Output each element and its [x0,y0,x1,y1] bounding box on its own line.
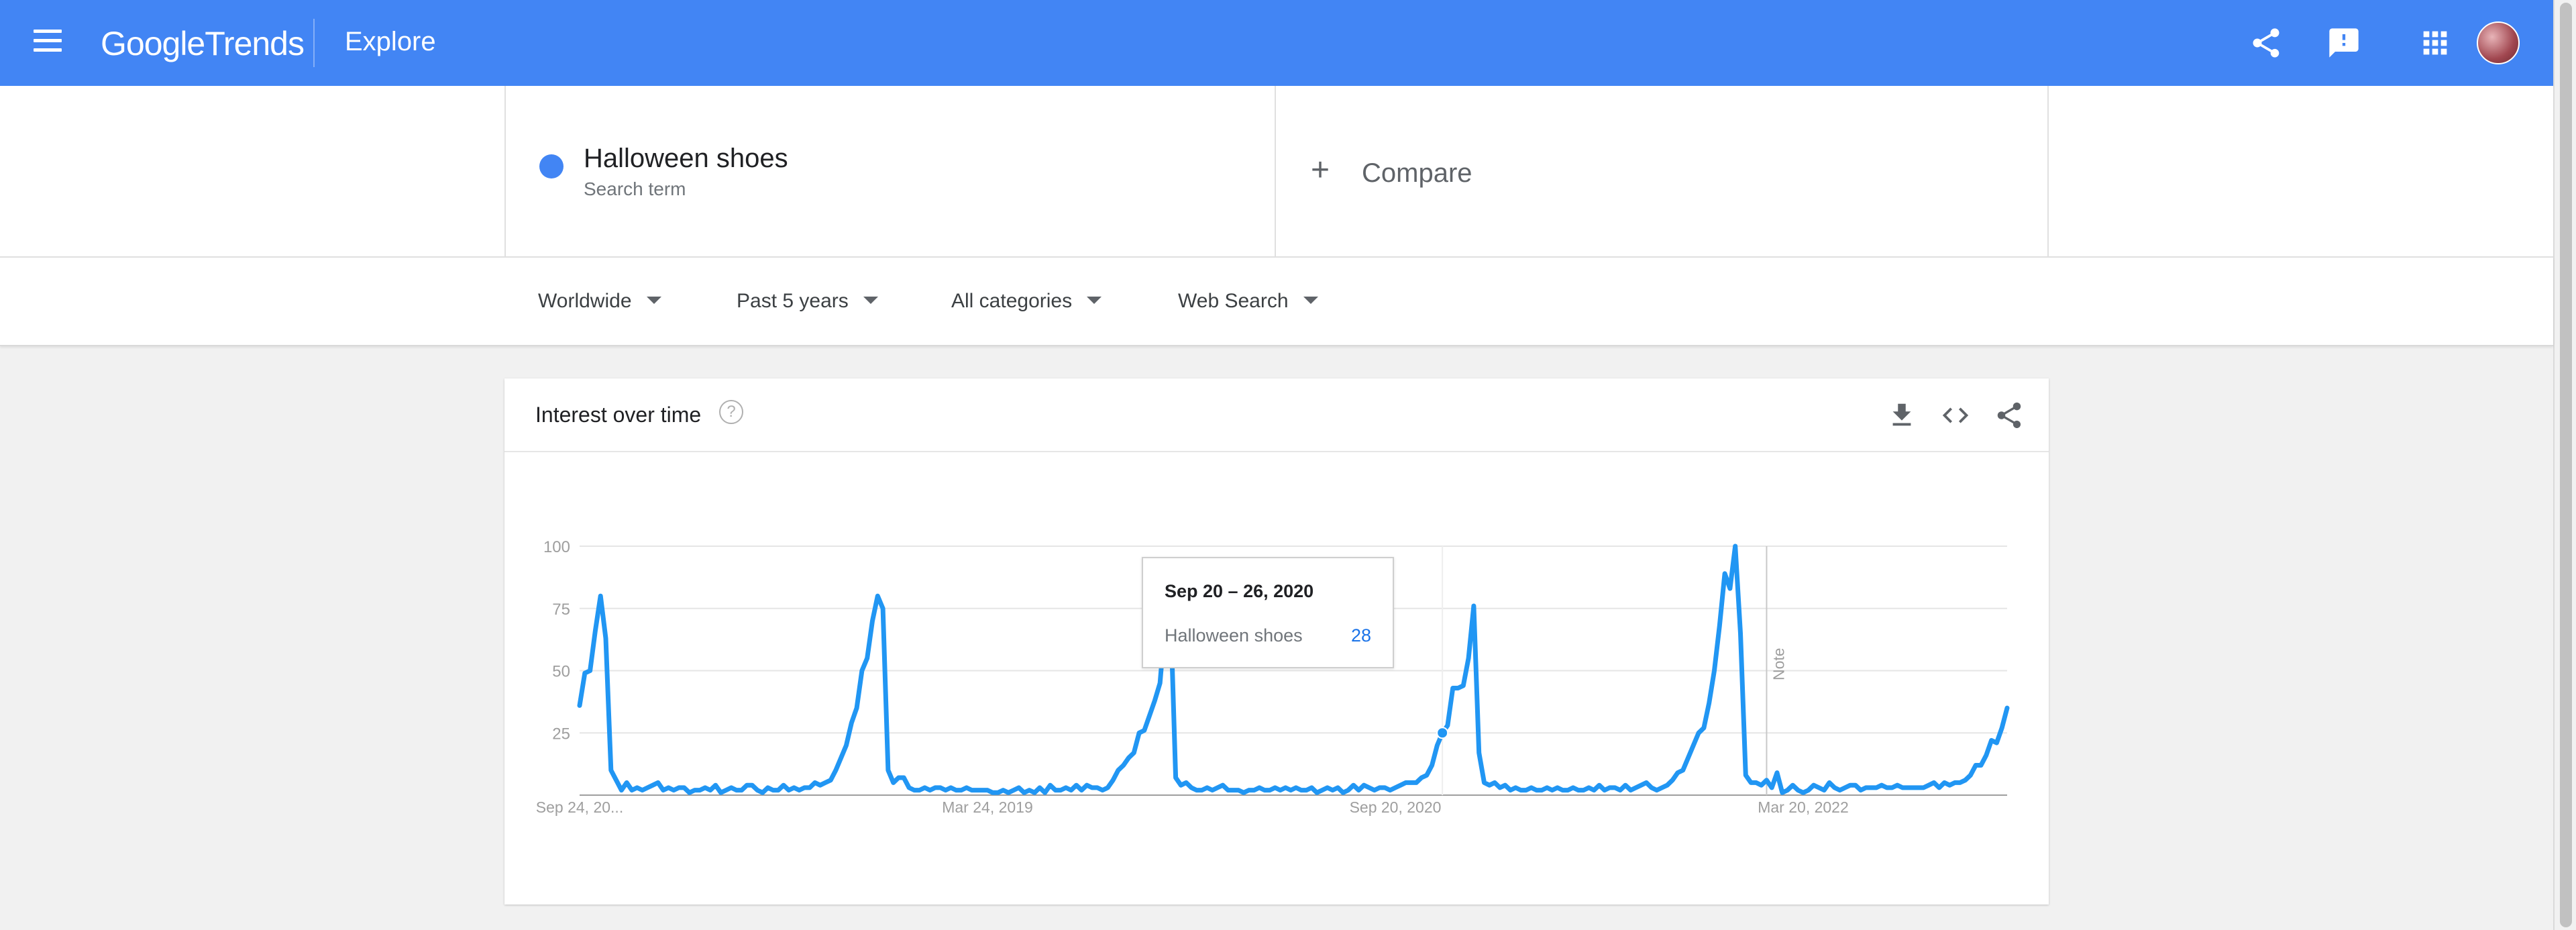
logo-google-text: Google [101,25,205,62]
tooltip-term: Halloween shoes [1165,625,1303,645]
chart-tooltip: Sep 20 – 26, 2020 Halloween shoes 28 [1142,557,1394,668]
time-filter-dropdown[interactable]: Past 5 years [737,290,878,313]
card-header: Interest over time ? [504,378,2049,452]
property-filter-label: Web Search [1178,290,1289,312]
caret-down-icon [1087,296,1102,304]
feedback-icon[interactable] [2326,25,2361,60]
header-divider [313,19,315,67]
interest-line-chart[interactable]: 100 75 50 25 Sep 24, 20... Mar 24, 2019 Sep 2… [504,452,2049,905]
logo-trends-text: Trends [205,25,305,62]
compare-button[interactable]: + Compare [1276,86,2049,258]
caret-down-icon [1303,296,1318,304]
embed-code-icon[interactable] [1940,400,1971,431]
y-tick-label: 50 [552,663,570,681]
account-avatar[interactable] [2477,21,2520,64]
google-trends-logo[interactable]: GoogleTrends [101,24,305,63]
share-icon[interactable] [2249,25,2284,60]
x-tick-label: Sep 24, 20... [536,798,623,816]
search-term-card[interactable]: Halloween shoes Search term [504,86,1276,258]
search-term-band: Halloween shoes Search term + Compare [0,86,2553,258]
series-line-halloween-shoes [577,544,2010,795]
filter-bar: Worldwide Past 5 years All categories We… [0,258,2553,346]
caret-down-icon [863,296,878,304]
page-scrollbar[interactable] [2553,0,2576,930]
tooltip-date: Sep 20 – 26, 2020 [1165,581,1314,601]
region-filter-dropdown[interactable]: Worldwide [538,290,661,313]
share-icon[interactable] [1994,400,2025,431]
x-tick-label: Sep 20, 2020 [1350,798,1442,816]
x-tick-label: Mar 24, 2019 [942,798,1033,816]
y-tick-label: 25 [552,725,570,743]
card-title: Interest over time [535,403,702,427]
page-title: Explore [345,27,436,56]
compare-label: Compare [1362,158,1472,188]
time-filter-label: Past 5 years [737,290,849,312]
top-app-bar: GoogleTrends Explore [0,0,2553,86]
caret-down-icon [646,296,661,304]
plus-icon: + [1311,152,1330,188]
download-icon[interactable] [1886,400,1917,431]
category-filter-dropdown[interactable]: All categories [951,290,1102,313]
y-tick-label: 100 [543,538,570,556]
search-term-name[interactable]: Halloween shoes [584,144,788,173]
interest-over-time-card: Interest over time ? 100 75 50 25 Sep 24, 2… [504,378,2049,905]
apps-grid-icon[interactable] [2418,25,2453,60]
highlighted-data-point[interactable] [1436,727,1449,739]
help-icon[interactable]: ? [719,400,743,424]
x-tick-label: Mar 20, 2022 [1758,798,1849,816]
region-filter-label: Worldwide [538,290,632,312]
menu-icon[interactable] [34,30,62,56]
y-tick-label: 75 [552,601,570,619]
term-color-dot [539,154,564,178]
tooltip-value: 28 [1350,625,1371,645]
scrollbar-thumb[interactable] [2560,3,2572,927]
category-filter-label: All categories [951,290,1073,312]
search-term-type: Search term [584,178,686,199]
note-label[interactable]: Note [1770,648,1787,680]
property-filter-dropdown[interactable]: Web Search [1178,290,1318,313]
